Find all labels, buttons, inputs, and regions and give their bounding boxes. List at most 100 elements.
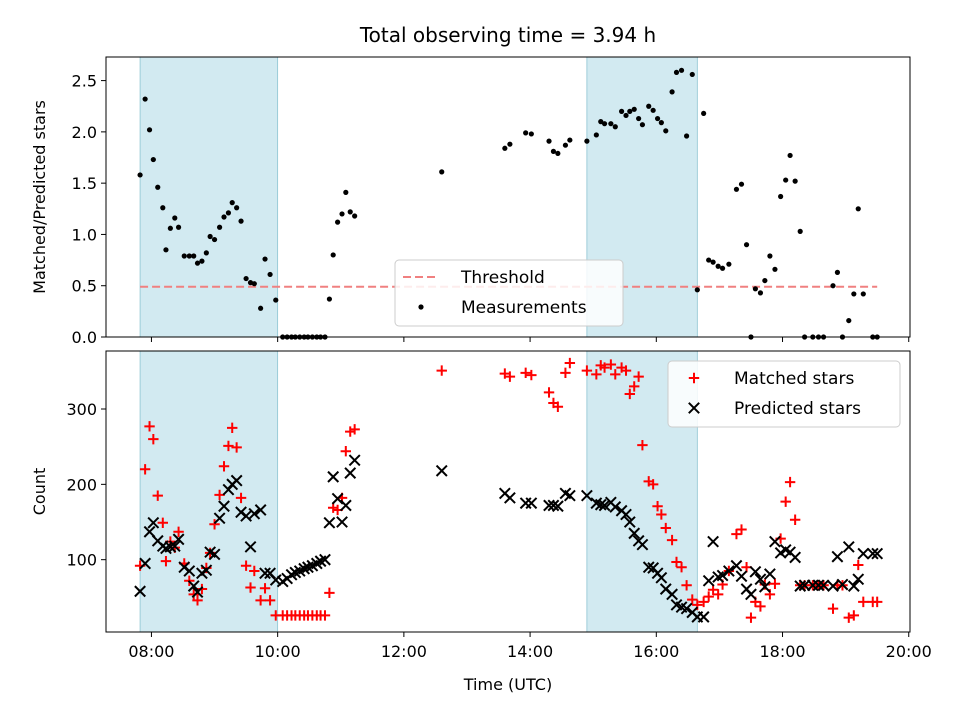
measurement-point — [669, 89, 675, 95]
predicted-point — [168, 540, 181, 553]
measurement-point — [584, 138, 590, 144]
x-tick-label: 20:00 — [886, 642, 932, 661]
legend-label: Measurements — [461, 298, 587, 318]
matched-point — [188, 589, 199, 600]
predicted-point — [827, 580, 839, 592]
x-tick-label: 08:00 — [128, 642, 174, 661]
predicted-point — [191, 586, 204, 598]
matched-point — [543, 387, 555, 398]
measurement-point — [502, 145, 508, 151]
measurement-point — [262, 256, 268, 262]
predicted-point — [134, 585, 146, 598]
matched-point — [736, 524, 747, 535]
matched-point — [227, 422, 238, 434]
measurement-point — [689, 71, 695, 78]
measurement-point — [860, 291, 866, 297]
predicted-point — [230, 474, 243, 487]
predicted-point — [269, 574, 282, 586]
matched-point — [560, 367, 571, 379]
predicted-point — [623, 516, 636, 528]
shaded-interval — [139, 56, 279, 338]
predicted-point — [789, 551, 802, 564]
predicted-point — [147, 516, 160, 529]
matched-point — [552, 401, 564, 412]
predicted-point — [172, 533, 185, 546]
x-tick-label: 18:00 — [759, 642, 805, 661]
predicted-point — [866, 547, 879, 560]
predicted-point — [213, 512, 226, 525]
measurement-point — [335, 219, 341, 225]
matched-point — [157, 517, 168, 528]
matched-point — [637, 439, 648, 451]
matched-point — [660, 522, 671, 534]
measurement-point — [550, 148, 557, 154]
predicted-point — [139, 557, 152, 570]
matched-point — [687, 594, 698, 605]
measurement-point — [783, 177, 789, 183]
measurement-point — [855, 206, 861, 212]
measurement-point — [834, 269, 841, 275]
measurement-point — [654, 115, 661, 122]
measurement-point — [172, 215, 178, 221]
y-tick-label: 2.0 — [72, 123, 97, 142]
measurement-point — [618, 108, 625, 114]
matched-point — [629, 381, 640, 392]
predicted-point — [503, 491, 516, 504]
legend-matched-swatch — [688, 372, 700, 384]
measurement-point — [743, 242, 750, 248]
chart-title: Total observing time = 3.94 h — [359, 23, 656, 47]
predicted-point — [254, 504, 267, 516]
predicted-point — [525, 497, 538, 510]
measurement-point — [229, 200, 235, 206]
matched-point — [610, 369, 621, 380]
predicted-point — [580, 489, 593, 502]
legend-label: Predicted stars — [734, 399, 861, 419]
axes-frame — [105, 350, 911, 633]
matched-point — [209, 519, 220, 530]
matched-point — [624, 388, 635, 400]
measurement-point — [851, 291, 857, 297]
matched-point — [652, 500, 663, 512]
measurement-point — [507, 141, 513, 147]
legend-box — [667, 360, 901, 428]
measurement-point — [238, 218, 244, 224]
measurement-point — [216, 224, 223, 230]
measurement-point — [778, 193, 784, 200]
predicted-point — [200, 564, 213, 577]
matched-point — [671, 556, 682, 568]
matched-point — [152, 490, 163, 501]
measurement-point — [650, 107, 656, 113]
predicted-point — [735, 570, 748, 583]
y-tick-label: 100 — [66, 551, 97, 570]
x-tick-label: 16:00 — [633, 642, 679, 661]
measurement-point — [673, 69, 680, 75]
predicted-point — [763, 568, 776, 580]
matched-point — [703, 591, 714, 602]
y-axis-label: Count — [30, 468, 49, 516]
predicted-point — [339, 499, 352, 512]
predicted-point — [754, 573, 767, 586]
matched-point — [769, 578, 781, 589]
measurement-point — [797, 228, 803, 234]
measurement-point — [221, 214, 227, 220]
matched-point — [319, 610, 331, 621]
matched-point — [173, 526, 184, 538]
measurement-point — [631, 106, 637, 112]
measurement-point — [155, 184, 161, 190]
matched-point — [755, 601, 766, 612]
legend-label: Matched stars — [734, 369, 854, 389]
predicted-point — [842, 540, 855, 553]
measurement-point — [330, 252, 336, 258]
measurement-point — [207, 233, 213, 240]
measurement-point — [752, 286, 758, 292]
measurement-point — [137, 172, 143, 178]
measurement-point — [792, 178, 798, 184]
measurement-point — [347, 209, 353, 215]
predicted-point — [831, 550, 844, 563]
predicted-point — [187, 580, 200, 592]
ratio-panel: 0.0 0.5 1.0 1.5 2.0 2.5 Matched/Predicted star… — [30, 56, 911, 347]
measurement-point — [326, 296, 333, 302]
matched-point — [605, 359, 617, 370]
predicted-point — [620, 508, 632, 521]
predicted-point — [519, 497, 532, 510]
